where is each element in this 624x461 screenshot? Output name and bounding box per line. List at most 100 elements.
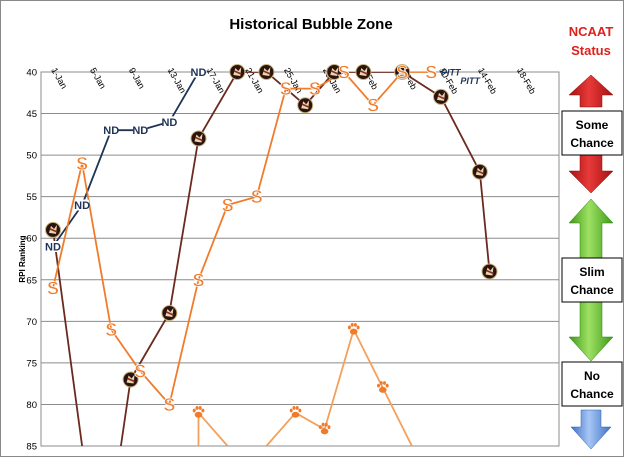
svg-text:S: S	[425, 63, 437, 83]
florida-state-logo-icon	[471, 163, 488, 180]
syracuse-logo-icon: S	[396, 62, 409, 83]
y-tick-label: 55	[26, 192, 37, 203]
svg-text:ND: ND	[191, 67, 207, 79]
clemson-paw-logo-icon	[192, 406, 205, 418]
syracuse-logo-icon: S	[105, 320, 118, 341]
y-tick-label: 70	[26, 317, 37, 328]
syracuse-logo-icon: S	[279, 79, 292, 100]
y-tick-label: 45	[26, 109, 37, 120]
florida-state-logo-icon	[161, 305, 178, 322]
syracuse-logo-icon: S	[250, 187, 263, 208]
x-tick-label: 9-Jan	[127, 66, 147, 90]
svg-text:S: S	[251, 187, 263, 207]
svg-text:PITT: PITT	[460, 76, 481, 86]
slim-chance-line2: Chance	[570, 283, 614, 297]
svg-text:S: S	[47, 279, 59, 299]
no-chance-box	[561, 361, 623, 407]
syracuse-logo-icon: S	[76, 154, 89, 175]
svg-text:S: S	[134, 362, 146, 382]
notre-dame-logo-icon: ND	[161, 116, 177, 129]
syracuse-line	[52, 72, 432, 406]
pitt-logo-icon: PITT	[460, 76, 481, 86]
svg-text:PITT: PITT	[441, 68, 462, 78]
florida-state-logo-icon	[433, 88, 449, 105]
svg-text:ND: ND	[45, 242, 61, 254]
y-tick-label: 65	[26, 275, 37, 286]
svg-text:S: S	[309, 79, 321, 99]
svg-text:S: S	[280, 79, 292, 99]
svg-text:ND: ND	[132, 125, 148, 137]
svg-text:S: S	[76, 154, 88, 174]
svg-text:S: S	[396, 63, 408, 83]
syracuse-logo-icon: S	[425, 62, 438, 83]
notre-dame-logo-icon: ND	[45, 241, 61, 254]
svg-text:S: S	[105, 320, 117, 340]
florida-state-logo-icon	[481, 263, 498, 280]
x-tick-label: 18-Feb	[515, 66, 538, 96]
notre-dame-logo-icon: ND	[74, 199, 90, 212]
svg-text:ND: ND	[161, 117, 177, 129]
y-tick-labels: 40 45 50 55 60 65 70 75 80 85	[26, 68, 37, 453]
clemson-paw-logo-icon	[377, 381, 389, 393]
x-tick-label: 5-Jan	[88, 66, 108, 90]
florida-state-logo-icon	[190, 130, 207, 147]
slim-chance-down-arrow-icon	[568, 300, 614, 362]
pitt-logo-icon: PITT	[441, 68, 462, 78]
syracuse-logo-icon: S	[192, 270, 205, 291]
plot-area	[40, 71, 560, 447]
clemson-line	[197, 328, 413, 446]
syracuse-logo-icon: S	[163, 395, 176, 416]
slim-chance-line1: Slim	[579, 265, 604, 279]
florida-state-logo-icon	[355, 64, 372, 80]
slim-chance-box	[561, 257, 623, 303]
some-chance-line2: Chance	[570, 136, 614, 150]
no-chance-line2: Chance	[570, 387, 614, 401]
ncaat-status-panel: NCAAT Status Some Chance Slim Chance No …	[561, 24, 623, 450]
florida-state-logo-icon	[326, 64, 343, 80]
florida-state-logo-icon	[394, 64, 411, 80]
y-tick-label: 75	[26, 358, 37, 369]
clemson-paw-logo-icon	[347, 322, 360, 335]
some-chance-line1: Some	[576, 118, 609, 132]
status-title-line1: NCAAT	[569, 24, 614, 39]
svg-text:S: S	[338, 63, 350, 83]
x-tick-label: 17-Jan	[204, 66, 226, 95]
svg-text:S: S	[222, 195, 234, 215]
florida-state-logo-icon	[45, 221, 61, 238]
chart-title: Historical Bubble Zone	[229, 16, 392, 33]
syracuse-logo-icon: S	[309, 79, 322, 100]
some-chance-box	[561, 110, 623, 156]
svg-text:ND: ND	[103, 125, 119, 137]
y-tick-label: 60	[26, 234, 37, 245]
florida-state-logo-icon	[122, 371, 139, 388]
status-title-line2: Status	[571, 43, 611, 58]
some-chance-down-arrow-icon	[568, 152, 614, 194]
x-tick-label: 1-Jan	[49, 66, 69, 90]
florida-state-logo-icon	[258, 64, 275, 80]
x-tick-label: 13-Jan	[166, 66, 188, 95]
slim-chance-up-arrow-icon	[568, 198, 614, 260]
notre-dame-logo-icon: ND	[191, 66, 207, 79]
y-tick-label: 80	[26, 400, 37, 411]
svg-text:ND: ND	[74, 200, 90, 212]
syracuse-logo-icon: S	[134, 361, 147, 382]
svg-text:S: S	[367, 96, 379, 116]
svg-text:S: S	[192, 270, 204, 290]
syracuse-logo-icon: S	[47, 278, 60, 299]
notre-dame-logo-icon: ND	[132, 124, 148, 137]
syracuse-logo-icon: S	[367, 95, 380, 116]
florida-state-logo-icon	[229, 64, 246, 80]
florida-state-logo-icon	[297, 97, 314, 114]
syracuse-logo-icon: S	[338, 62, 351, 83]
no-chance-down-arrow-icon	[570, 409, 612, 450]
some-chance-up-arrow-icon	[568, 74, 614, 108]
clemson-paw-logo-icon	[318, 422, 331, 435]
syracuse-logo-icon: S	[221, 195, 234, 216]
clemson-paw-logo-icon	[289, 406, 302, 418]
y-tick-label: 85	[26, 442, 37, 453]
notre-dame-logo-icon: ND	[103, 124, 119, 137]
svg-text:S: S	[163, 395, 175, 415]
